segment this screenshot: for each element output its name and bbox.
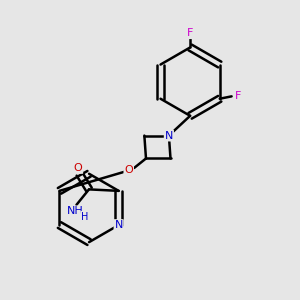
Text: F: F xyxy=(187,28,193,38)
Text: F: F xyxy=(235,92,241,101)
Text: 2: 2 xyxy=(81,213,85,222)
Text: O: O xyxy=(124,165,133,176)
Text: N: N xyxy=(115,220,123,230)
Text: O: O xyxy=(74,163,82,173)
Text: N: N xyxy=(165,130,173,141)
Text: NH: NH xyxy=(67,206,83,216)
Text: H: H xyxy=(81,212,88,222)
